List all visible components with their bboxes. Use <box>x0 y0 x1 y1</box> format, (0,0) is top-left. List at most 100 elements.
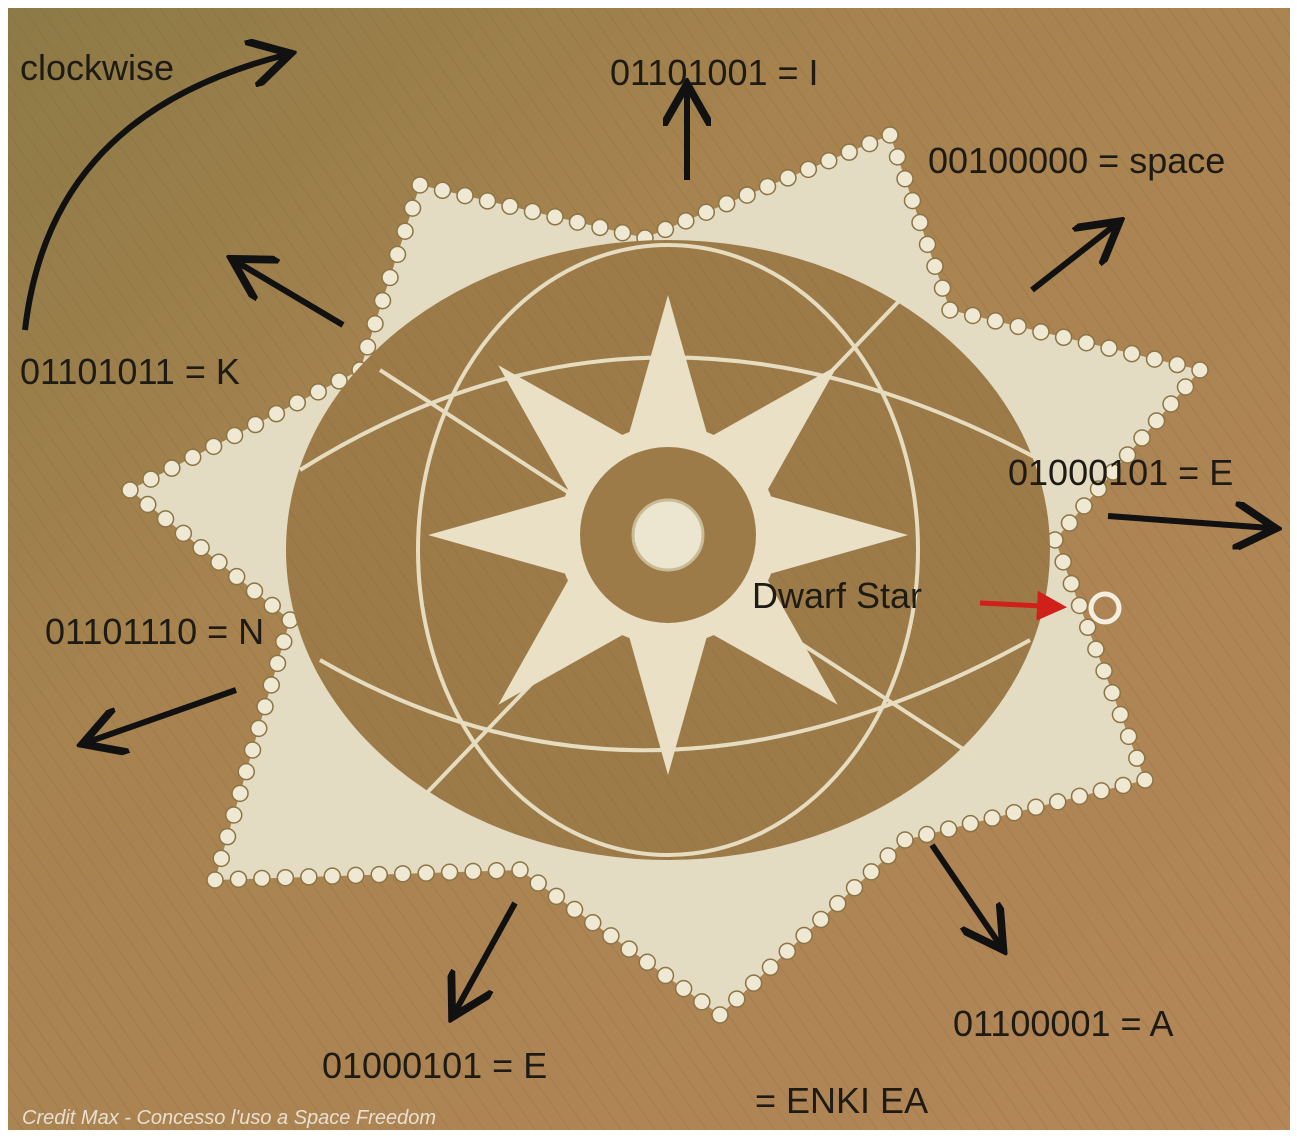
crop-dot <box>987 313 1003 329</box>
crop-dot <box>263 677 279 693</box>
crop-dot <box>919 827 935 843</box>
crop-dot <box>1129 750 1145 766</box>
crop-dot <box>1056 329 1072 345</box>
crop-dot <box>847 880 863 896</box>
crop-dot <box>289 395 305 411</box>
crop-dot <box>676 981 692 997</box>
crop-dot <box>862 136 878 152</box>
crop-dot <box>1072 788 1088 804</box>
crop-dot <box>1101 340 1117 356</box>
crop-dot <box>489 863 505 879</box>
crop-dot <box>382 270 398 286</box>
crop-dot <box>780 170 796 186</box>
crop-dot <box>185 449 201 465</box>
crop-dot <box>367 316 383 332</box>
crop-dot <box>310 384 326 400</box>
crop-dot <box>164 460 180 476</box>
label: Dwarf Star <box>752 575 922 616</box>
crop-dot <box>1192 362 1208 378</box>
crop-dot <box>238 764 254 780</box>
crop-dot <box>158 511 174 527</box>
crop-dot <box>547 209 563 225</box>
crop-dot <box>570 214 586 230</box>
label: clockwise <box>20 47 174 88</box>
crop-dot <box>143 471 159 487</box>
crop-dot <box>418 865 434 881</box>
crop-dot <box>746 975 762 991</box>
crop-dot <box>880 848 896 864</box>
crop-dot <box>920 236 936 252</box>
crop-dot <box>1050 794 1066 810</box>
crop-dot <box>1147 351 1163 367</box>
crop-dot <box>935 280 951 296</box>
crop-dot <box>268 406 284 422</box>
crop-dot <box>841 144 857 160</box>
crop-dot <box>962 816 978 832</box>
crop-dot <box>1121 728 1137 744</box>
crop-dot <box>257 699 273 715</box>
crop-dot <box>739 187 755 203</box>
crop-dot <box>525 204 541 220</box>
crop-dot <box>912 215 928 231</box>
crop-dot <box>760 179 776 195</box>
crop-dot <box>395 866 411 882</box>
crop-dot <box>1072 597 1088 613</box>
crop-dot <box>897 171 913 187</box>
crop-dot <box>230 871 246 887</box>
label: 01101001 = I <box>610 52 819 93</box>
crop-dot <box>1163 396 1179 412</box>
crop-dot <box>251 720 267 736</box>
crop-dot <box>140 496 156 512</box>
crop-dot <box>175 525 191 541</box>
crop-dot <box>882 127 898 143</box>
crop-dot <box>435 182 451 198</box>
crop-dot <box>247 417 263 433</box>
crop-dot <box>270 655 286 671</box>
photo: clockwise 01101001 = I 00100000 = space … <box>0 0 1297 1138</box>
crop-dot <box>1076 498 1092 514</box>
crop-dot <box>984 810 1000 826</box>
crop-dot <box>371 867 387 883</box>
crop-dot <box>890 149 906 165</box>
crop-dot <box>1010 318 1026 334</box>
crop-dot <box>615 225 631 241</box>
crop-dot <box>1137 772 1153 788</box>
crop-dot <box>1028 799 1044 815</box>
credit: Credit Max - Concesso l'uso a Space Free… <box>22 1107 436 1129</box>
page: clockwise 01101001 = I 00100000 = space … <box>0 0 1297 1138</box>
crop-dot <box>213 850 229 866</box>
crop-dot <box>942 302 958 318</box>
crop-dot <box>227 427 243 443</box>
label: 01101011 = K <box>20 351 240 392</box>
crop-dot <box>694 994 710 1010</box>
crop-dot <box>1093 783 1109 799</box>
crop-dot <box>324 868 340 884</box>
crop-dot <box>762 959 778 975</box>
crop-dot <box>592 219 608 235</box>
crop-dot <box>1033 324 1049 340</box>
crop-dot <box>1104 685 1120 701</box>
crop-dot <box>1080 619 1096 635</box>
crop-dot <box>1169 357 1185 373</box>
crop-dot <box>796 927 812 943</box>
crop-dot <box>1063 576 1079 592</box>
crop-dot <box>1124 346 1140 362</box>
crop-dot <box>412 177 428 193</box>
crop-dot <box>830 896 846 912</box>
crop-dot <box>585 915 601 931</box>
crop-dot <box>226 807 242 823</box>
crop-dot <box>712 1007 728 1023</box>
crop-dot <box>1078 335 1094 351</box>
crop-dot <box>821 153 837 169</box>
crop-dot <box>657 967 673 983</box>
crop-dot <box>657 221 673 237</box>
crop-dot <box>277 870 293 886</box>
label: = ENKI EA <box>755 1080 928 1121</box>
crop-dot <box>779 943 795 959</box>
crop-dot <box>621 941 637 957</box>
crop-dot <box>1115 777 1131 793</box>
crop-dot <box>375 293 391 309</box>
crop-dot <box>729 991 745 1007</box>
crop-dot <box>207 872 223 888</box>
label: 01100001 = A <box>953 1003 1174 1044</box>
